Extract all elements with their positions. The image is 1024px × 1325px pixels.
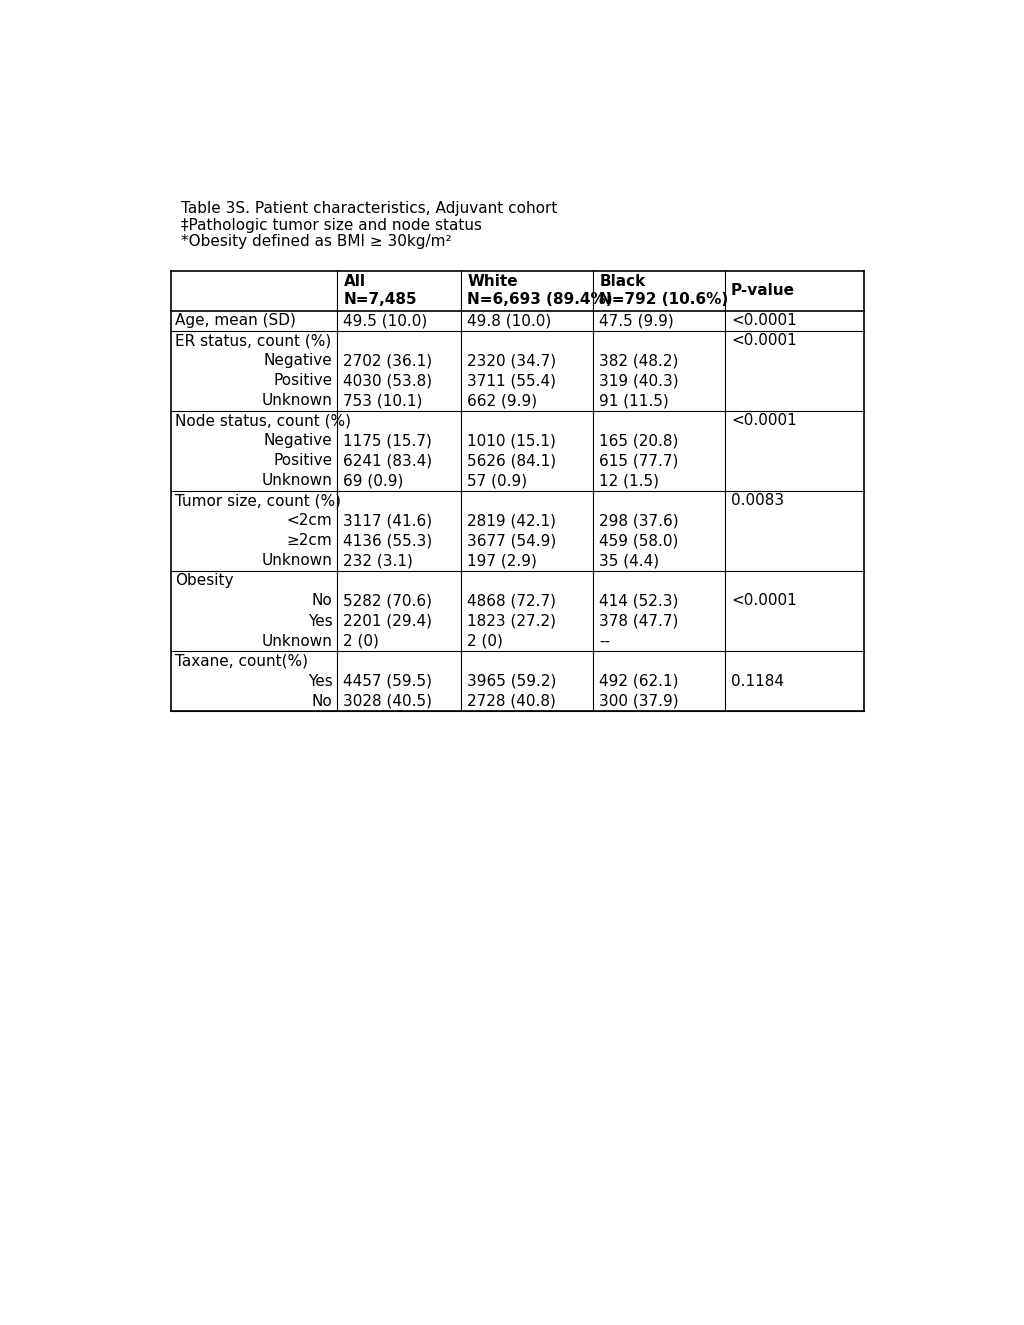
Text: 3965 (59.2): 3965 (59.2) <box>467 673 557 689</box>
Text: 2 (0): 2 (0) <box>343 633 379 648</box>
Text: Unknown: Unknown <box>262 633 333 648</box>
Text: Positive: Positive <box>273 374 333 388</box>
Text: 91 (11.5): 91 (11.5) <box>599 394 669 408</box>
Text: 4030 (53.8): 4030 (53.8) <box>343 374 432 388</box>
Text: 4136 (55.3): 4136 (55.3) <box>343 534 433 549</box>
Text: Negative: Negative <box>264 354 333 368</box>
Text: 47.5 (9.9): 47.5 (9.9) <box>599 313 674 329</box>
Text: 615 (77.7): 615 (77.7) <box>599 453 679 468</box>
Text: White
N=6,693 (89.4%): White N=6,693 (89.4%) <box>467 274 613 307</box>
Text: ‡Pathologic tumor size and node status: ‡Pathologic tumor size and node status <box>180 217 481 232</box>
Text: 2 (0): 2 (0) <box>467 633 504 648</box>
Text: 57 (0.9): 57 (0.9) <box>467 473 527 489</box>
Text: 378 (47.7): 378 (47.7) <box>599 613 679 628</box>
Text: All
N=7,485: All N=7,485 <box>343 274 417 307</box>
Text: 5626 (84.1): 5626 (84.1) <box>467 453 557 468</box>
Text: 298 (37.6): 298 (37.6) <box>599 513 679 529</box>
Text: 2702 (36.1): 2702 (36.1) <box>343 354 432 368</box>
Text: 3028 (40.5): 3028 (40.5) <box>343 693 432 709</box>
Text: 2201 (29.4): 2201 (29.4) <box>343 613 432 628</box>
Text: 2320 (34.7): 2320 (34.7) <box>467 354 557 368</box>
Text: 319 (40.3): 319 (40.3) <box>599 374 679 388</box>
Text: 165 (20.8): 165 (20.8) <box>599 433 679 448</box>
Text: Unknown: Unknown <box>262 554 333 568</box>
Text: Age, mean (SD): Age, mean (SD) <box>175 313 296 329</box>
Text: P-value: P-value <box>731 284 795 298</box>
Text: Positive: Positive <box>273 453 333 468</box>
Text: Yes: Yes <box>308 613 333 628</box>
Text: --: -- <box>599 633 610 648</box>
Text: No: No <box>312 693 333 709</box>
Text: 382 (48.2): 382 (48.2) <box>599 354 679 368</box>
Text: <0.0001: <0.0001 <box>731 594 797 608</box>
Text: <2cm: <2cm <box>287 513 333 529</box>
Text: 2819 (42.1): 2819 (42.1) <box>467 513 556 529</box>
Text: 35 (4.4): 35 (4.4) <box>599 554 659 568</box>
Text: 49.8 (10.0): 49.8 (10.0) <box>467 313 552 329</box>
Text: Node status, count (%): Node status, count (%) <box>175 413 351 428</box>
Text: Obesity: Obesity <box>175 574 233 588</box>
Text: Taxane, count(%): Taxane, count(%) <box>175 653 308 669</box>
Text: 459 (58.0): 459 (58.0) <box>599 534 679 549</box>
Text: 300 (37.9): 300 (37.9) <box>599 693 679 709</box>
Text: *Obesity defined as BMI ≥ 30kg/m²: *Obesity defined as BMI ≥ 30kg/m² <box>180 233 452 249</box>
Text: 1175 (15.7): 1175 (15.7) <box>343 433 432 448</box>
Text: 197 (2.9): 197 (2.9) <box>467 554 538 568</box>
Text: 232 (3.1): 232 (3.1) <box>343 554 414 568</box>
Text: ≥2cm: ≥2cm <box>287 534 333 549</box>
Text: 49.5 (10.0): 49.5 (10.0) <box>343 313 428 329</box>
Text: <0.0001: <0.0001 <box>731 413 797 428</box>
Text: 662 (9.9): 662 (9.9) <box>467 394 538 408</box>
Text: 1010 (15.1): 1010 (15.1) <box>467 433 556 448</box>
Text: 3117 (41.6): 3117 (41.6) <box>343 513 432 529</box>
Text: Unknown: Unknown <box>262 473 333 489</box>
Text: Table 3S. Patient characteristics, Adjuvant cohort: Table 3S. Patient characteristics, Adjuv… <box>180 201 557 216</box>
Text: Tumor size, count (%): Tumor size, count (%) <box>175 493 341 509</box>
Text: 414 (52.3): 414 (52.3) <box>599 594 679 608</box>
Text: 12 (1.5): 12 (1.5) <box>599 473 659 489</box>
Text: 2728 (40.8): 2728 (40.8) <box>467 693 556 709</box>
Text: 753 (10.1): 753 (10.1) <box>343 394 423 408</box>
Text: 3677 (54.9): 3677 (54.9) <box>467 534 557 549</box>
Text: 69 (0.9): 69 (0.9) <box>343 473 403 489</box>
Text: Yes: Yes <box>308 673 333 689</box>
Text: 1823 (27.2): 1823 (27.2) <box>467 613 556 628</box>
Text: 4868 (72.7): 4868 (72.7) <box>467 594 556 608</box>
Text: <0.0001: <0.0001 <box>731 333 797 348</box>
Text: Negative: Negative <box>264 433 333 448</box>
Text: ER status, count (%): ER status, count (%) <box>175 333 332 348</box>
Text: <0.0001: <0.0001 <box>731 313 797 329</box>
Text: 0.1184: 0.1184 <box>731 673 784 689</box>
Text: 4457 (59.5): 4457 (59.5) <box>343 673 432 689</box>
Text: 3711 (55.4): 3711 (55.4) <box>467 374 556 388</box>
Text: 0.0083: 0.0083 <box>731 493 784 509</box>
Text: 492 (62.1): 492 (62.1) <box>599 673 679 689</box>
Text: Black
N=792 (10.6%): Black N=792 (10.6%) <box>599 274 728 307</box>
Text: No: No <box>312 594 333 608</box>
Text: 5282 (70.6): 5282 (70.6) <box>343 594 432 608</box>
Text: Unknown: Unknown <box>262 394 333 408</box>
Text: 6241 (83.4): 6241 (83.4) <box>343 453 432 468</box>
